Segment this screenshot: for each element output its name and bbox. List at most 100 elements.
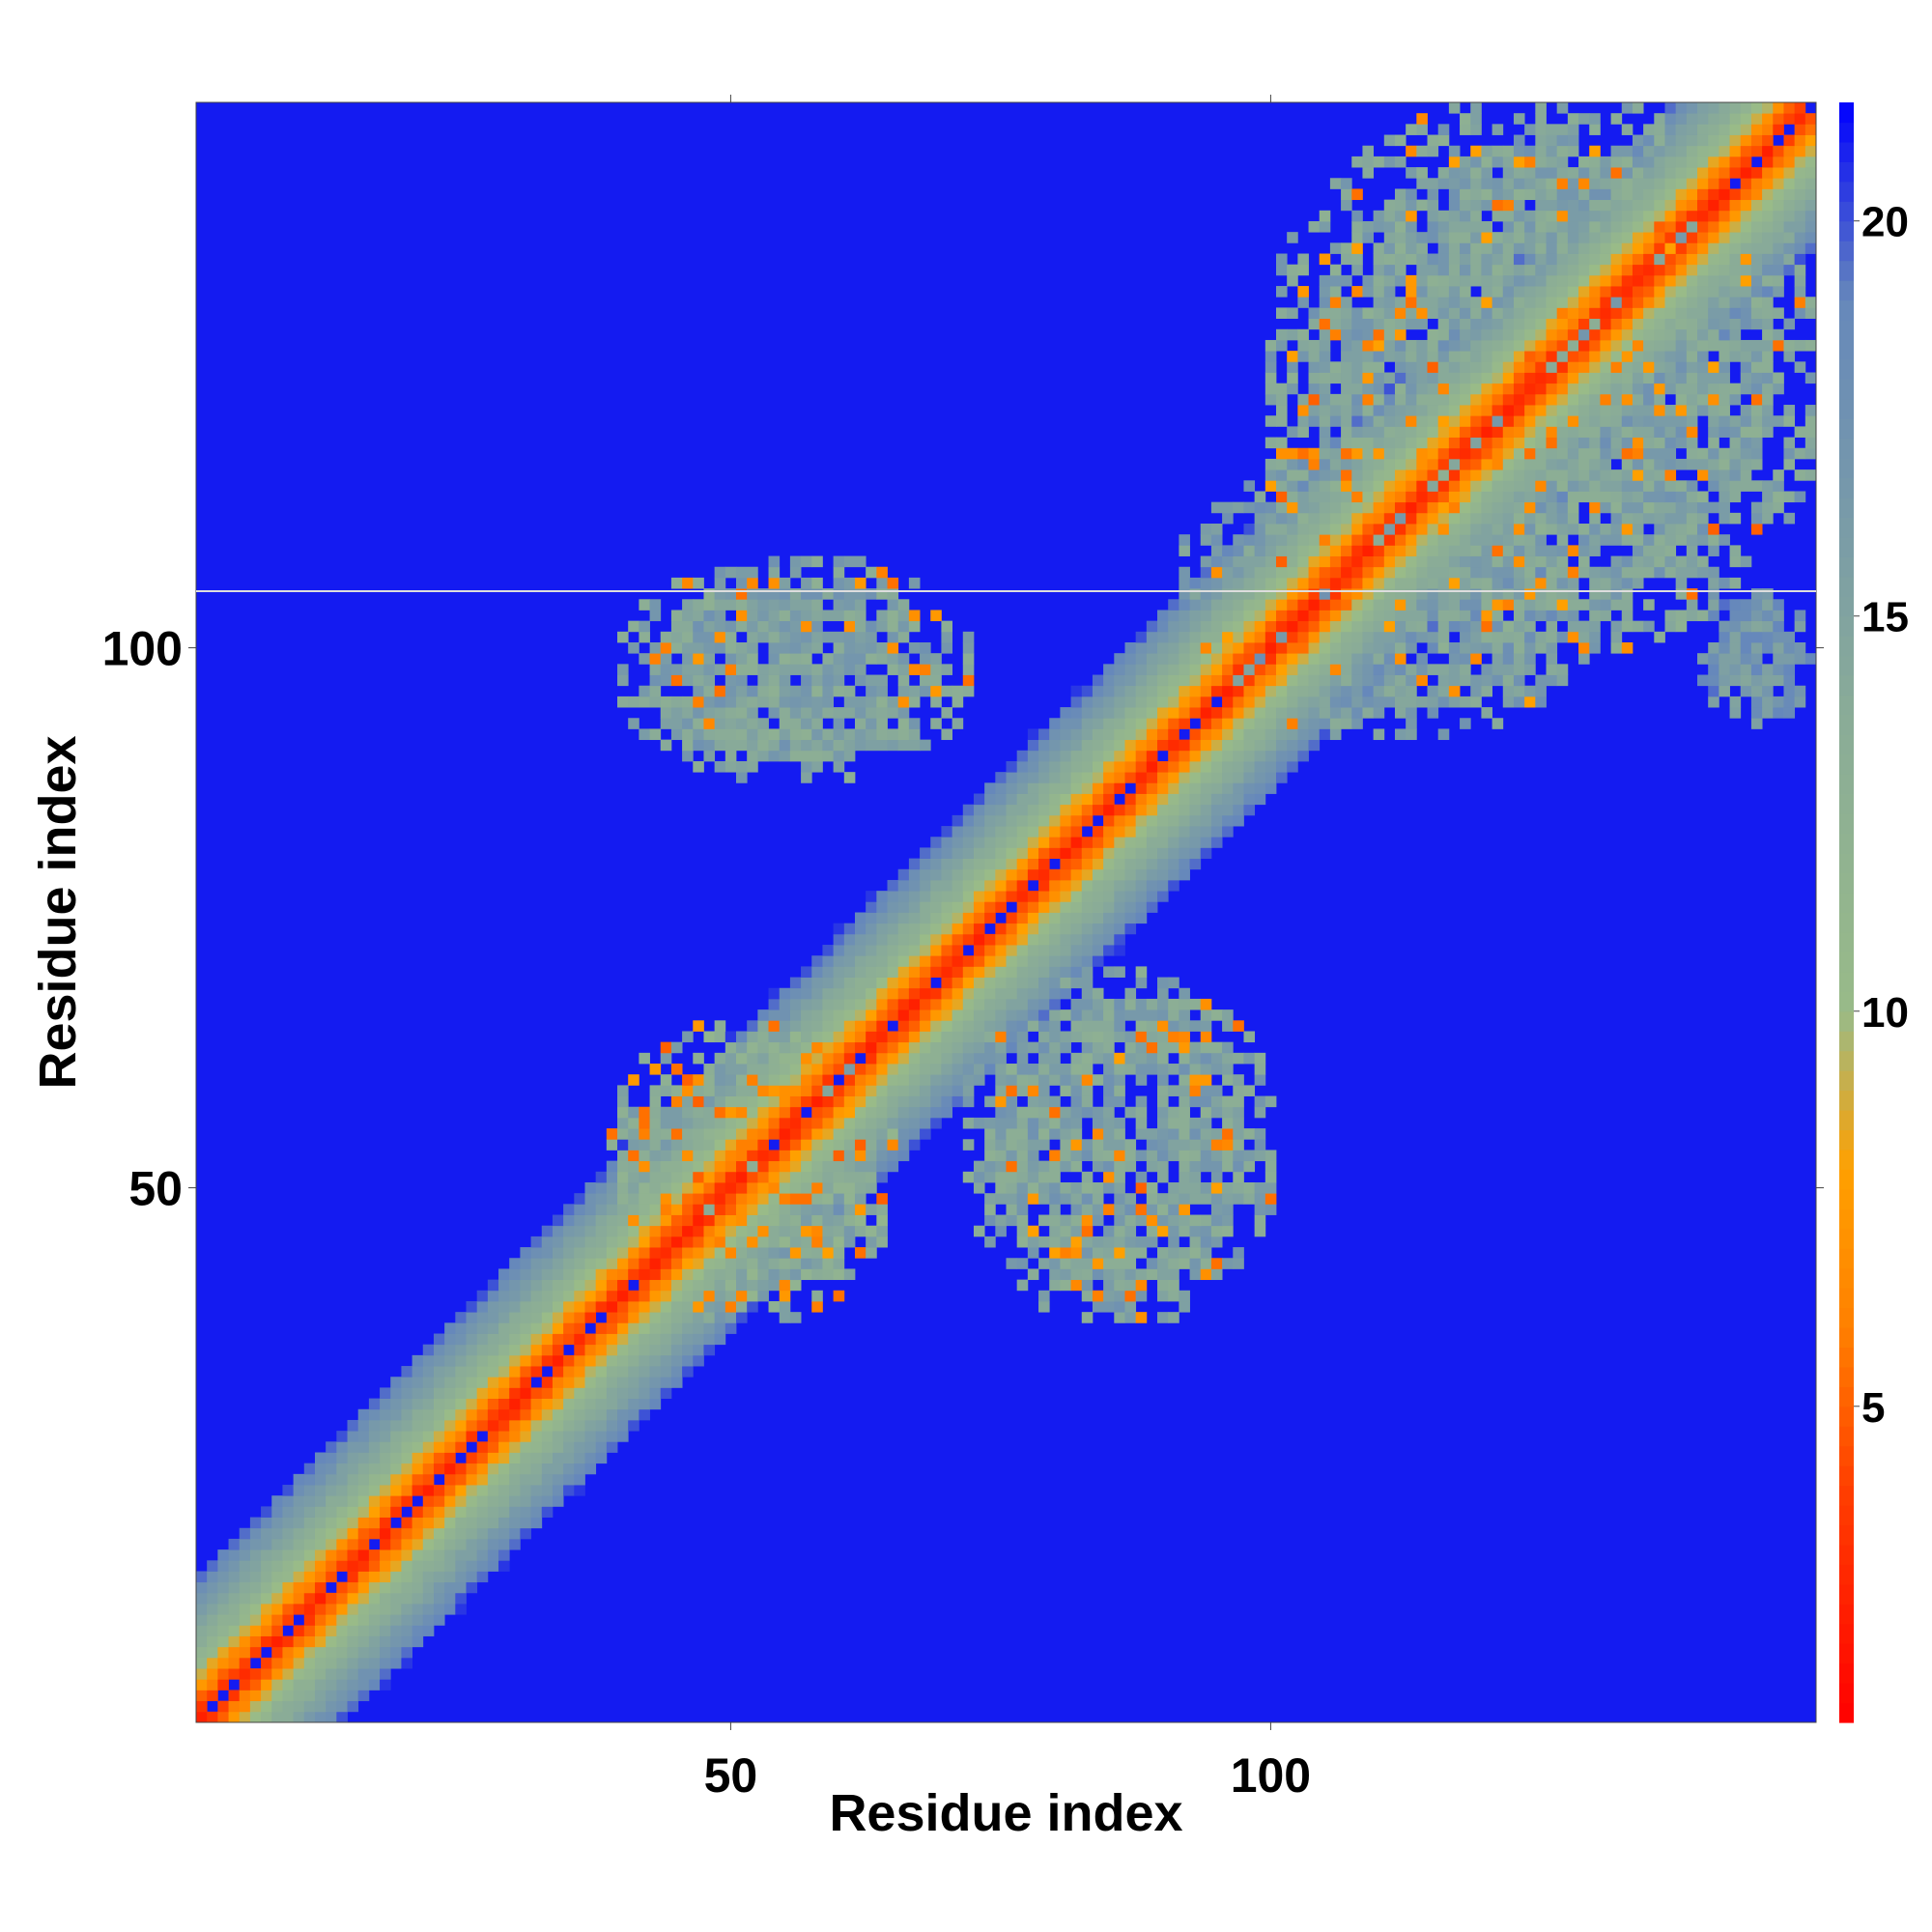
heatmap-cell [628,1074,639,1086]
heatmap-cell [444,1485,456,1496]
heatmap-cell [1016,1171,1029,1183]
heatmap-cell [747,588,758,600]
heatmap-cell [1697,405,1709,416]
heatmap-cell [1114,685,1125,697]
heatmap-cell [1719,383,1730,395]
heatmap-cell [1578,405,1590,416]
heatmap-cell [574,1485,585,1496]
heatmap-cell [1135,1128,1158,1140]
heatmap-cell [509,1452,521,1464]
heatmap-cell [509,1290,521,1302]
heatmap-cell [1740,437,1752,449]
heatmap-cell [670,1354,683,1367]
heatmap-cell [714,1322,726,1334]
heatmap-cell [1070,1052,1083,1065]
heatmap-cell [1719,599,1730,611]
heatmap-cell [1448,491,1461,503]
heatmap-cell [207,1646,218,1659]
heatmap-cell [1027,912,1039,924]
heatmap-cell [962,1009,975,1021]
heatmap-cell [724,653,737,665]
heatmap-cell [628,1139,639,1151]
heatmap-cell [995,1150,1007,1162]
heatmap-cell [1556,512,1569,525]
heatmap-cell [1383,501,1396,514]
heatmap-cell [833,685,845,697]
heatmap-cell [1243,1150,1256,1162]
heatmap-cell [1092,1193,1104,1205]
heatmap-cell [908,1020,921,1032]
heatmap-cell [1535,512,1547,525]
heatmap-cell [1654,426,1665,438]
heatmap-cell [724,1247,737,1259]
heatmap-cell [1049,772,1061,783]
heatmap-cell [1049,1020,1061,1032]
heatmap-cell [487,1312,499,1323]
heatmap-cell [1210,1139,1223,1151]
heatmap-cell [1460,534,1471,546]
heatmap-cell [984,1041,996,1054]
heatmap-cell [779,1106,791,1119]
heatmap-cell [952,1052,964,1065]
heatmap-cell [1233,718,1244,729]
heatmap-cell [261,1614,272,1626]
heatmap-cell [930,1095,942,1108]
heatmap-cell [1556,447,1569,460]
heatmap-cell [1329,534,1342,546]
heatmap-cell [854,642,867,654]
heatmap-cell [1643,351,1655,362]
heatmap-cell [487,1560,499,1572]
heatmap-cell [1589,501,1601,514]
heatmap-cell [1157,610,1169,622]
heatmap-cell [1006,945,1018,956]
heatmap-cell [703,1204,716,1215]
heatmap-cell [1750,405,1763,416]
heatmap-cell [822,945,835,956]
heatmap-cell [1146,782,1158,794]
heatmap-cell [1621,426,1634,438]
heatmap-cell [1016,977,1029,989]
heatmap-cell [530,1344,543,1356]
heatmap-cell [1276,739,1288,752]
heatmap-cell [552,1300,564,1313]
heatmap-cell [1783,447,1796,460]
heatmap-cell [1200,1031,1212,1043]
heatmap-cell [552,1485,564,1496]
heatmap-cell [1027,966,1039,978]
heatmap-cell [1254,1074,1266,1086]
heatmap-cell [1060,912,1071,924]
heatmap-cell [995,1214,1007,1227]
heatmap-cell [293,1657,305,1669]
heatmap-cell [1027,1225,1039,1237]
heatmap-cell [714,1160,726,1173]
heatmap-cell [779,707,791,719]
heatmap-cell [1610,361,1623,373]
heatmap-cell [703,1160,716,1173]
heatmap-cell [660,1128,672,1140]
heatmap-cell [1135,750,1148,762]
heatmap-cell [563,1279,575,1292]
heatmap-cell [584,1236,597,1248]
heatmap-cell [1222,739,1234,752]
heatmap-cell [1362,631,1375,643]
heatmap-cell [1222,566,1234,579]
heatmap-cell [1124,912,1137,924]
heatmap-cell [1589,405,1601,416]
heatmap-cell [326,1527,337,1540]
heatmap-cell [908,858,921,870]
heatmap-cell [476,1463,489,1475]
heatmap-cell [1179,1106,1190,1119]
heatmap-cell [1114,707,1125,719]
heatmap-cell [1233,588,1244,600]
heatmap-cell [1492,588,1504,600]
heatmap-cell [908,945,921,956]
heatmap-cell [1157,1031,1169,1043]
heatmap-cell [682,1085,694,1096]
heatmap-cell [444,1549,456,1561]
heatmap-cell [1092,1214,1104,1227]
heatmap-cell [1719,405,1730,416]
heatmap-cell [1060,891,1071,902]
heatmap-cell [1762,501,1774,514]
heatmap-cell [1210,814,1223,827]
